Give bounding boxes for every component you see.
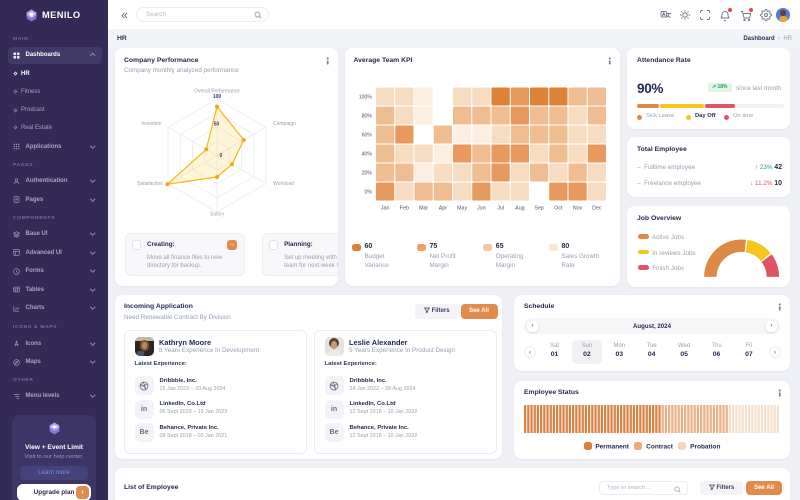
svg-text:0: 0: [220, 153, 223, 159]
svg-text:Dec: Dec: [592, 206, 602, 212]
svg-text:Apr: Apr: [438, 206, 446, 212]
svg-text:Aug: Aug: [515, 206, 524, 212]
svg-text:Campaign: Campaign: [273, 121, 296, 127]
svg-text:Mar: Mar: [419, 206, 428, 212]
svg-text:100: 100: [213, 94, 222, 100]
svg-text:Invention: Invention: [141, 121, 162, 127]
svg-text:May: May: [457, 206, 467, 212]
svg-text:0%: 0%: [364, 190, 372, 196]
svg-text:Nov: Nov: [572, 206, 582, 212]
svg-text:Sep: Sep: [534, 206, 543, 212]
svg-text:Jun: Jun: [477, 206, 486, 212]
svg-text:Jul: Jul: [497, 206, 504, 212]
svg-text:Satisfaction: Satisfaction: [137, 181, 163, 187]
svg-text:Workload: Workload: [273, 181, 294, 187]
svg-text:Overall Performance: Overall Performance: [194, 89, 240, 95]
svg-text:100%: 100%: [358, 95, 372, 101]
svg-text:Feb: Feb: [399, 206, 408, 212]
svg-text:60%: 60%: [361, 133, 372, 139]
svg-text:20%: 20%: [361, 171, 372, 177]
svg-text:40%: 40%: [361, 152, 372, 158]
svg-text:Oct: Oct: [554, 206, 563, 212]
svg-text:80%: 80%: [361, 114, 372, 120]
svg-text:Jan: Jan: [380, 206, 389, 212]
svg-text:50: 50: [214, 122, 220, 128]
svg-text:Salary: Salary: [210, 212, 225, 218]
